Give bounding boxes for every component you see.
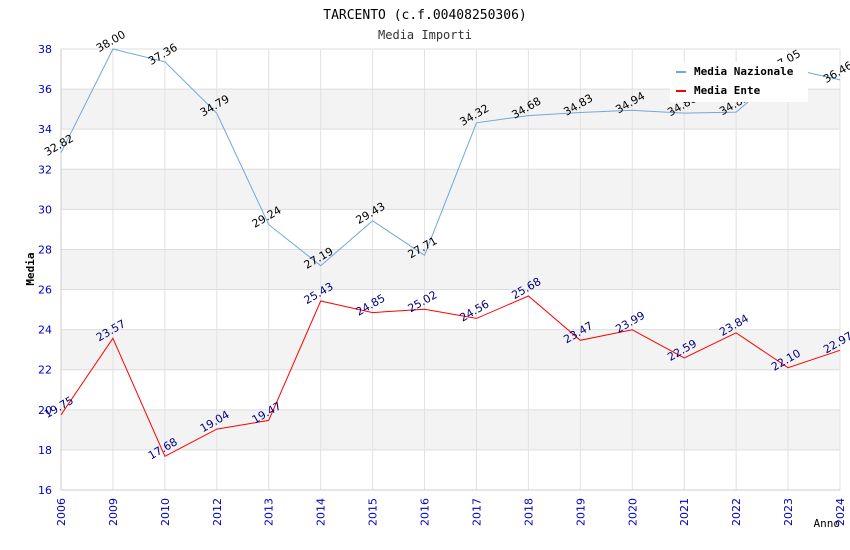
y-tick-label: 30: [38, 203, 52, 216]
legend-label-media-nazionale: Media Nazionale: [694, 65, 794, 78]
x-tick-label: 2024: [834, 498, 847, 526]
data-label-media-ente: 24.85: [354, 292, 388, 319]
y-tick-label: 16: [38, 484, 52, 497]
grid-band: [61, 329, 840, 370]
grid-band: [61, 249, 840, 290]
x-tick-label: 2020: [626, 498, 639, 526]
y-tick-label: 22: [38, 364, 52, 377]
data-label-media-ente: 24.56: [458, 297, 492, 324]
grid-bands: [61, 89, 840, 450]
x-tick-label: 2021: [678, 498, 691, 526]
y-tick-label: 32: [38, 163, 52, 176]
x-axis-label: Anno: [814, 517, 841, 530]
chart-subtitle: Media Importi: [378, 28, 472, 42]
legend-box: [670, 62, 808, 102]
x-tick-label: 2016: [419, 498, 432, 526]
data-label-media-nazionale: 37.36: [146, 41, 180, 68]
x-tick-label: 2012: [211, 498, 224, 526]
x-tick-label: 2017: [470, 498, 483, 526]
x-tick-label: 2013: [263, 498, 276, 526]
chart-title: TARCENTO (c.f.00408250306): [323, 8, 527, 23]
y-tick-label: 20: [38, 404, 52, 417]
y-tick-label: 28: [38, 243, 52, 256]
x-tick-label: 2006: [55, 498, 68, 526]
axes: [60, 49, 840, 491]
y-tick-label: 36: [38, 83, 52, 96]
y-tick-label: 26: [38, 284, 52, 297]
y-tick-label: 18: [38, 444, 52, 457]
data-label-media-nazionale: 36.46: [821, 59, 850, 86]
series-lines: [60, 48, 841, 457]
legend-label-media-ente: Media Ente: [694, 84, 761, 97]
x-tick-label: 2015: [367, 498, 380, 526]
x-tick-label: 2018: [522, 498, 535, 526]
y-tick-label: 24: [38, 324, 52, 337]
x-tick-label: 2009: [107, 498, 120, 526]
x-tick-label: 2023: [782, 498, 795, 526]
y-axis-label: Media: [24, 252, 37, 285]
series-line-media-ente: [60, 295, 841, 457]
y-tick-label: 34: [38, 123, 52, 136]
series-line-media-nazionale: [60, 48, 841, 267]
legend: Media Nazionale Media Ente: [670, 62, 808, 102]
y-tick-label: 38: [38, 43, 52, 56]
x-tick-label: 2022: [730, 498, 743, 526]
x-tick-label: 2014: [315, 498, 328, 526]
x-tick-label: 2010: [159, 498, 172, 526]
x-tick-label: 2019: [574, 498, 587, 526]
